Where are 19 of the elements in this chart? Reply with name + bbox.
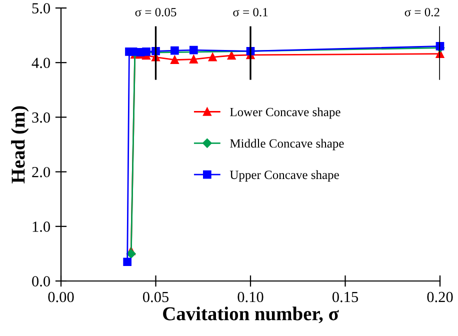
ref-line-label: σ = 0.1 [233,8,268,16]
ref-line-label: σ = 0.2 [404,8,440,16]
x-tick-label: 0.20 [427,292,453,302]
y-tick-label: 1.0 [32,222,50,232]
x-tick-label: 0.00 [48,292,74,302]
legend-label: Middle Concave shape [230,138,344,150]
x-tick-label: 0.10 [238,292,264,302]
x-axis-title: Cavitation number, σ [163,306,339,324]
y-tick-label: 5.0 [32,3,50,14]
y-tick-label: 2.0 [32,166,50,178]
y-tick-label: 3.0 [32,112,50,123]
ref-line-label: σ = 0.05 [135,8,176,16]
legend-label: Upper Concave shape [230,170,339,182]
x-tick-label: 0.15 [332,292,358,302]
x-tick-label: 0.05 [142,292,169,302]
legend-label: Lower Concave shape [230,107,340,119]
y-tick-label: 4.0 [32,58,50,68]
y-tick-label: 0.0 [32,276,50,287]
y-axis-title: Head (m) [11,106,29,184]
